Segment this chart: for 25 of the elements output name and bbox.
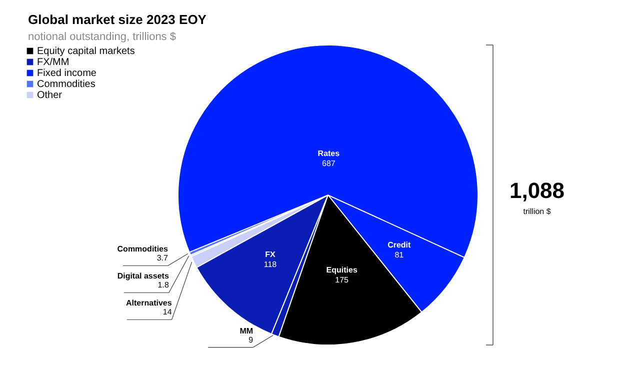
- slice-label: Credit: [388, 240, 412, 250]
- data-label: 81: [394, 250, 404, 260]
- slice-label: Rates: [318, 148, 340, 158]
- chart-title: Global market size 2023 EOY: [28, 12, 207, 27]
- category-label: Commodities: [37, 79, 96, 90]
- chart-subtitle: notional outstanding, trillions $: [28, 31, 176, 43]
- text: 1,088: [509, 178, 565, 203]
- data-label: 9: [248, 335, 254, 344]
- data-label: 1.8: [158, 280, 170, 290]
- category-label: Other: [37, 90, 63, 101]
- slice-label: MM: [240, 326, 254, 336]
- data-label: 175: [335, 276, 350, 285]
- slice-label: Alternatives: [126, 298, 172, 308]
- data-label: 687: [322, 158, 336, 168]
- category-label: FX/MM: [37, 57, 70, 68]
- slice-label: Equities: [326, 266, 358, 275]
- text: trillion $: [523, 207, 552, 216]
- data-label: 3.7: [156, 254, 168, 263]
- slice-label: Digital assets: [117, 272, 170, 281]
- slice-label: FX: [265, 250, 276, 259]
- category-label: Fixed income: [37, 68, 97, 79]
- data-label: 14: [162, 308, 172, 317]
- slice-label: Commodities: [117, 244, 168, 254]
- data-label: 118: [264, 260, 278, 269]
- category-label: Equity capital markets: [37, 46, 135, 57]
